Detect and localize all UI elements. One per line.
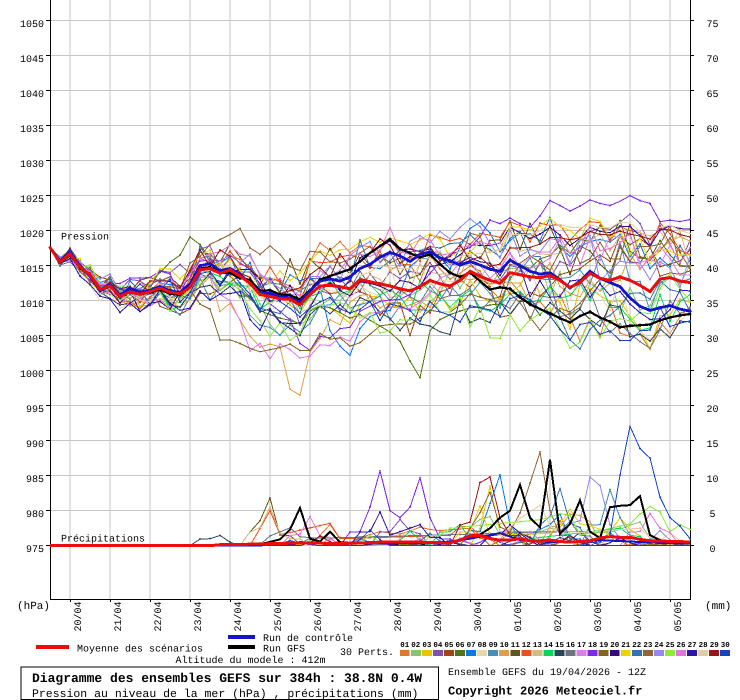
svg-text:1015: 1015 xyxy=(20,265,44,276)
svg-text:Run GFS: Run GFS xyxy=(263,645,305,656)
svg-text:10: 10 xyxy=(500,641,510,650)
svg-text:Moyenne des scénarios: Moyenne des scénarios xyxy=(77,644,203,656)
svg-text:980: 980 xyxy=(26,510,44,521)
svg-text:(mm): (mm) xyxy=(705,601,731,613)
svg-text:17: 17 xyxy=(577,642,586,650)
svg-text:04: 04 xyxy=(433,641,443,650)
svg-text:40: 40 xyxy=(706,265,718,276)
svg-text:06: 06 xyxy=(455,641,465,650)
svg-text:03/05: 03/05 xyxy=(593,601,605,631)
svg-text:22/04: 22/04 xyxy=(153,601,165,631)
svg-text:05/05: 05/05 xyxy=(673,601,685,631)
svg-text:Altitude du modele : 412m: Altitude du modele : 412m xyxy=(176,655,326,667)
svg-text:26: 26 xyxy=(676,641,686,650)
svg-text:Ensemble GEFS du 19/04/2026 -: Ensemble GEFS du 19/04/2026 - 12Z xyxy=(448,667,646,679)
svg-text:45: 45 xyxy=(706,230,718,241)
svg-text:1030: 1030 xyxy=(20,160,44,171)
svg-text:55: 55 xyxy=(706,160,718,171)
svg-text:Diagramme des ensembles GEFS s: Diagramme des ensembles GEFS sur 384h : … xyxy=(32,671,422,686)
svg-text:985: 985 xyxy=(26,475,44,486)
svg-text:30/04: 30/04 xyxy=(473,601,485,631)
svg-text:16: 16 xyxy=(566,641,576,650)
svg-text:1045: 1045 xyxy=(20,55,44,66)
svg-text:27: 27 xyxy=(688,641,697,650)
svg-text:03: 03 xyxy=(422,641,432,650)
svg-text:Copyright 2026 Meteociel.fr: Copyright 2026 Meteociel.fr xyxy=(448,685,642,699)
svg-text:24/04: 24/04 xyxy=(233,601,245,631)
svg-text:13: 13 xyxy=(533,641,543,650)
svg-text:05: 05 xyxy=(444,641,454,650)
svg-text:10: 10 xyxy=(706,475,718,486)
svg-text:11: 11 xyxy=(511,642,521,650)
svg-text:30: 30 xyxy=(706,335,718,346)
svg-text:29: 29 xyxy=(710,641,720,650)
svg-text:04/05: 04/05 xyxy=(633,601,645,631)
svg-text:1025: 1025 xyxy=(20,195,44,206)
svg-text:990: 990 xyxy=(26,440,44,451)
svg-text:995: 995 xyxy=(26,405,44,416)
svg-text:35: 35 xyxy=(706,300,718,311)
svg-text:21: 21 xyxy=(621,641,631,650)
svg-text:27/04: 27/04 xyxy=(353,601,365,631)
svg-text:09: 09 xyxy=(489,641,499,650)
svg-text:Précipitations: Précipitations xyxy=(61,534,145,546)
svg-text:25: 25 xyxy=(706,370,718,381)
svg-text:Pression: Pression xyxy=(61,232,109,244)
svg-text:60: 60 xyxy=(706,125,718,136)
svg-text:29/04: 29/04 xyxy=(433,601,445,631)
svg-text:01: 01 xyxy=(400,641,410,650)
svg-text:1035: 1035 xyxy=(20,125,44,136)
svg-text:5: 5 xyxy=(709,510,715,521)
svg-text:50: 50 xyxy=(706,195,718,206)
svg-text:07: 07 xyxy=(467,641,476,650)
svg-text:19: 19 xyxy=(599,641,609,650)
svg-text:25: 25 xyxy=(665,641,675,650)
svg-text:23/04: 23/04 xyxy=(193,601,205,631)
svg-text:30 Perts.: 30 Perts. xyxy=(340,648,394,659)
svg-text:Run de contrôle: Run de contrôle xyxy=(263,633,353,645)
svg-text:0: 0 xyxy=(709,545,715,556)
svg-text:26/04: 26/04 xyxy=(313,601,325,631)
svg-text:25/04: 25/04 xyxy=(273,601,285,631)
svg-text:1000: 1000 xyxy=(20,370,44,381)
svg-text:02/05: 02/05 xyxy=(553,601,565,631)
svg-text:20/04: 20/04 xyxy=(73,601,85,631)
svg-text:Pression au niveau de la mer (: Pression au niveau de la mer (hPa) , pré… xyxy=(32,688,418,700)
svg-text:75: 75 xyxy=(706,20,718,31)
svg-text:20: 20 xyxy=(706,405,718,416)
svg-text:08: 08 xyxy=(478,641,488,650)
svg-text:1040: 1040 xyxy=(20,90,44,101)
svg-text:975: 975 xyxy=(26,545,44,556)
svg-text:1010: 1010 xyxy=(20,300,44,311)
svg-text:30: 30 xyxy=(721,641,731,650)
svg-text:14: 14 xyxy=(544,642,554,650)
svg-text:65: 65 xyxy=(706,90,718,101)
svg-text:15: 15 xyxy=(555,642,565,650)
svg-text:02: 02 xyxy=(411,641,421,650)
svg-text:(hPa): (hPa) xyxy=(17,601,50,613)
svg-text:24: 24 xyxy=(654,641,664,650)
svg-text:28/04: 28/04 xyxy=(393,601,405,631)
svg-text:12: 12 xyxy=(522,641,532,650)
svg-text:22: 22 xyxy=(632,641,642,650)
svg-text:1005: 1005 xyxy=(20,335,44,346)
svg-text:21/04: 21/04 xyxy=(113,601,125,631)
svg-text:1020: 1020 xyxy=(20,230,44,241)
svg-text:20: 20 xyxy=(610,641,620,650)
svg-text:01/05: 01/05 xyxy=(513,601,525,631)
svg-text:15: 15 xyxy=(706,440,718,451)
svg-text:70: 70 xyxy=(706,55,718,66)
svg-text:1050: 1050 xyxy=(20,20,44,31)
svg-text:23: 23 xyxy=(643,641,653,650)
svg-text:18: 18 xyxy=(588,641,598,650)
svg-text:28: 28 xyxy=(699,641,709,650)
